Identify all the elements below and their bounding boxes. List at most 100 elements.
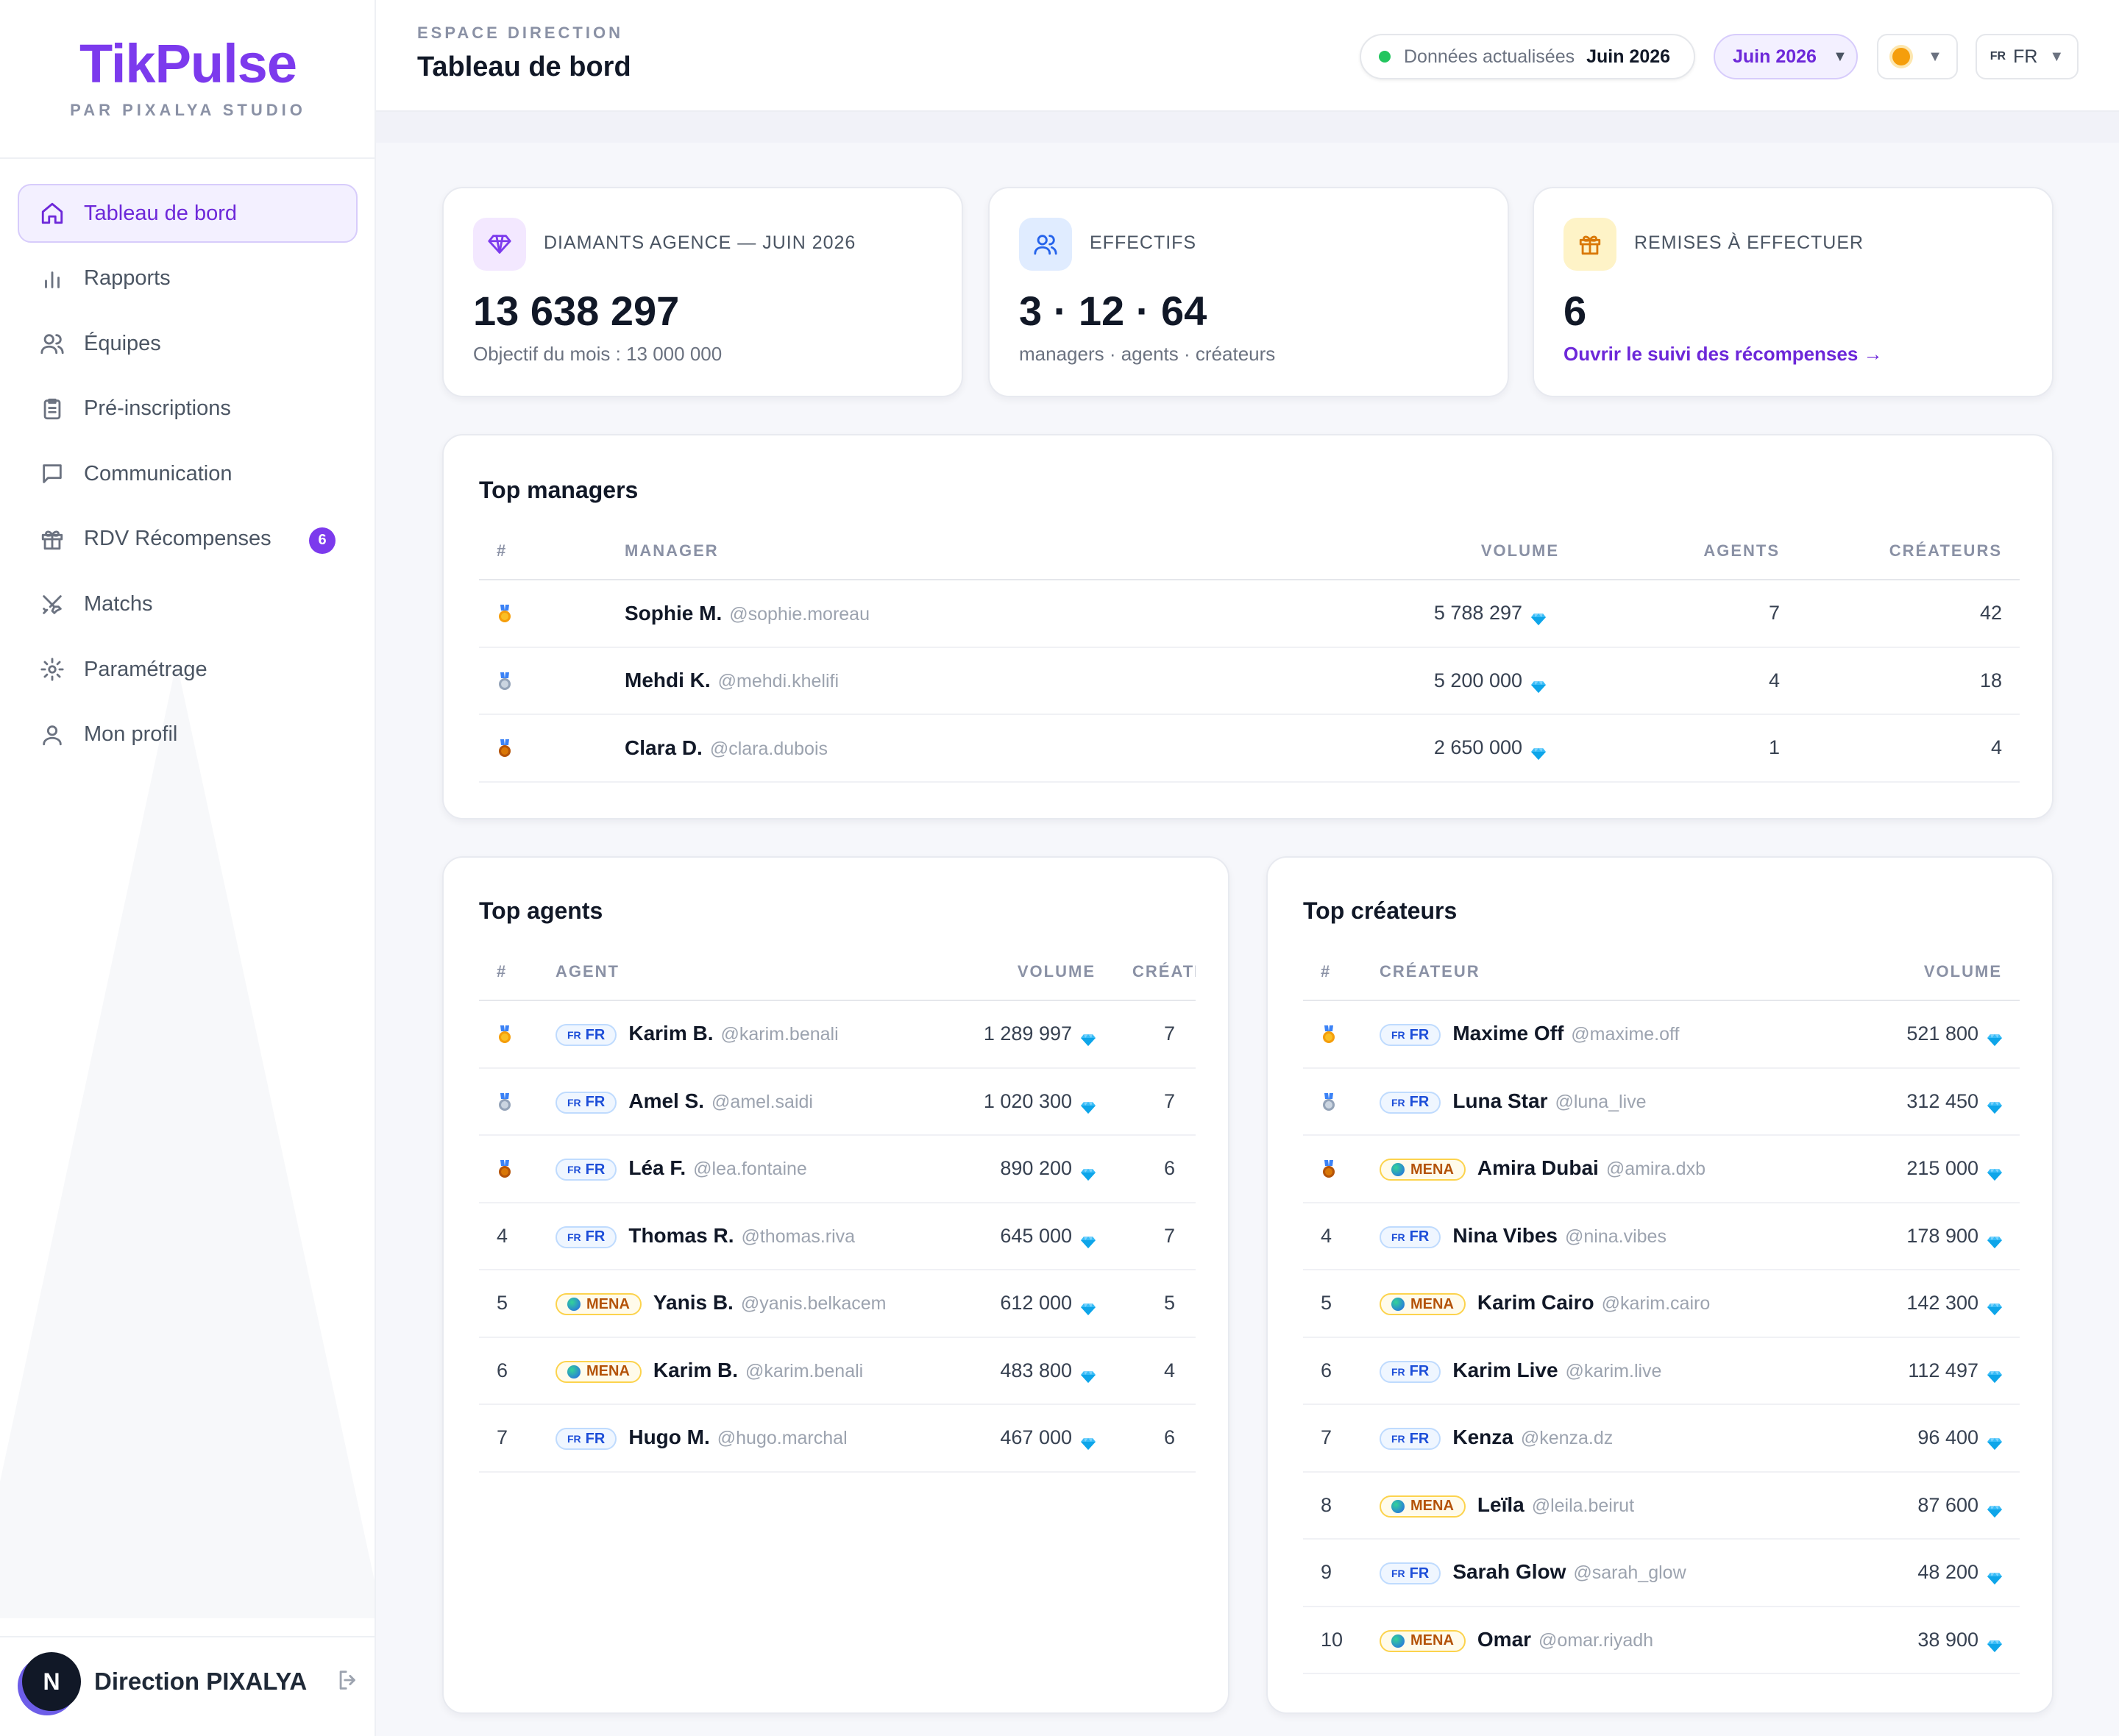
person-cell[interactable]: MENA Leïla @leila.beirut bbox=[1380, 1471, 1850, 1540]
person-cell[interactable]: Mehdi K. @mehdi.khelifi bbox=[625, 647, 1287, 715]
flag-fr-icon: FR bbox=[567, 1096, 581, 1109]
person-cell[interactable]: MENA Amira Dubai @amira.dxb bbox=[1380, 1135, 1850, 1203]
table-row[interactable]: 6 MENA Karim B. @karim.benali 483 800 4 bbox=[479, 1337, 1196, 1405]
top-managers-card: Top managers # MANAGER VOLUME AGENTS CRÉ… bbox=[442, 434, 2054, 819]
sidebar-item-reports[interactable]: Rapports bbox=[18, 249, 358, 308]
table-row[interactable]: 5 MENA Karim Cairo @karim.cairo 142 300 bbox=[1303, 1270, 2020, 1338]
table-row[interactable]: Mehdi K. @mehdi.khelifi 5 200 000 4 18 bbox=[479, 647, 2020, 715]
column-header[interactable]: CRÉATEURS bbox=[1103, 943, 1196, 1001]
flag-fr-icon: FR bbox=[1391, 1365, 1405, 1378]
column-header[interactable]: VOLUME bbox=[1850, 943, 2020, 1001]
table-row[interactable]: 7 FR FR Hugo M. @hugo.marchal 467 000 6 bbox=[479, 1404, 1196, 1473]
volume-cell: 483 800 bbox=[970, 1337, 1103, 1405]
user-divider bbox=[0, 1636, 375, 1637]
table-row[interactable]: 9 FR FR Sarah Glow @sarah_glow 48 200 bbox=[1303, 1539, 2020, 1607]
person-handle: @mehdi.khelifi bbox=[717, 671, 840, 692]
person-cell[interactable]: FR FR Karim B. @karim.benali bbox=[556, 1000, 970, 1069]
table-row[interactable]: FR FR Léa F. @lea.fontaine 890 200 6 bbox=[479, 1135, 1196, 1203]
person-cell[interactable]: MENA Yanis B. @yanis.belkacem bbox=[556, 1270, 970, 1338]
person-cell[interactable]: FR FR Hugo M. @hugo.marchal bbox=[556, 1404, 970, 1473]
sidebar-item-dashboard[interactable]: Tableau de bord bbox=[18, 184, 358, 243]
table-row[interactable]: FR FR Maxime Off @maxime.off 521 800 bbox=[1303, 1000, 2020, 1069]
sidebar-item-matches[interactable]: Matchs bbox=[18, 575, 358, 634]
sidebar-item-teams[interactable]: Équipes bbox=[18, 314, 358, 373]
region-tag-fr: FR FR bbox=[1380, 1360, 1441, 1383]
column-header[interactable]: AGENTS bbox=[1559, 522, 1780, 580]
table-row[interactable]: 5 MENA Yanis B. @yanis.belkacem 612 000 5 bbox=[479, 1270, 1196, 1338]
person-cell[interactable]: FR FR Maxime Off @maxime.off bbox=[1380, 1000, 1850, 1069]
avatar[interactable]: N bbox=[22, 1652, 81, 1711]
sidebar-item-communication[interactable]: Communication bbox=[18, 444, 358, 503]
person-handle: @leila.beirut bbox=[1531, 1495, 1635, 1516]
table-row[interactable]: FR FR Amel S. @amel.saidi 1 020 300 7 bbox=[479, 1067, 1196, 1136]
brand-logo[interactable]: TikPulse PAR PIXALYA STUDIO bbox=[0, 32, 375, 120]
sidebar-item-rewards[interactable]: RDV Récompenses 6 bbox=[18, 510, 358, 569]
person-cell[interactable]: MENA Omar @omar.riyadh bbox=[1380, 1606, 1850, 1674]
table-row[interactable]: 6 FR FR Karim Live @karim.live 112 497 bbox=[1303, 1337, 2020, 1405]
table-row[interactable]: 4 FR FR Nina Vibes @nina.vibes 178 900 bbox=[1303, 1202, 2020, 1270]
table-row[interactable]: 8 MENA Leïla @leila.beirut 87 600 bbox=[1303, 1471, 2020, 1540]
table-row[interactable]: FR FR Luna Star @luna_live 312 450 bbox=[1303, 1067, 2020, 1136]
person-cell[interactable]: MENA Karim B. @karim.benali bbox=[556, 1337, 970, 1405]
person-cell[interactable]: FR FR Thomas R. @thomas.riva bbox=[556, 1202, 970, 1270]
rank-cell bbox=[479, 1067, 556, 1136]
creators-cell: 5 bbox=[1103, 1270, 1196, 1338]
person-cell[interactable]: FR FR Amel S. @amel.saidi bbox=[556, 1067, 970, 1136]
gear-icon bbox=[40, 657, 65, 682]
diamond-icon bbox=[1987, 1568, 2002, 1585]
table-row[interactable]: MENA Amira Dubai @amira.dxb 215 000 bbox=[1303, 1135, 2020, 1203]
person-name: Thomas R. bbox=[628, 1223, 734, 1247]
person-handle: @amel.saidi bbox=[711, 1091, 813, 1112]
logout-icon[interactable] bbox=[336, 1668, 361, 1696]
column-header[interactable]: VOLUME bbox=[970, 943, 1103, 1001]
volume-cell: 96 400 bbox=[1850, 1404, 2020, 1473]
sidebar-item-label: Paramétrage bbox=[84, 657, 207, 681]
region-tag-mena: MENA bbox=[1380, 1629, 1466, 1652]
rank-cell: 8 bbox=[1303, 1471, 1380, 1540]
region-tag-fr: FR FR bbox=[556, 1428, 617, 1451]
table-row[interactable]: Sophie M. @sophie.moreau 5 788 297 7 42 bbox=[479, 580, 2020, 648]
sidebar-item-profile[interactable]: Mon profil bbox=[18, 705, 358, 764]
diamond-icon bbox=[1987, 1029, 2002, 1047]
volume-cell: 5 788 297 bbox=[1287, 580, 1559, 648]
person-cell[interactable]: FR FR Karim Live @karim.live bbox=[1380, 1337, 1850, 1405]
rewards-tracking-link[interactable]: Ouvrir le suivi des récompenses → bbox=[1563, 343, 1883, 365]
region-tag-fr: FR FR bbox=[556, 1091, 617, 1114]
table-row[interactable]: FR FR Karim B. @karim.benali 1 289 997 7 bbox=[479, 1000, 1196, 1069]
table-row[interactable]: Clara D. @clara.dubois 2 650 000 1 4 bbox=[479, 714, 2020, 783]
header-strip bbox=[376, 112, 2119, 143]
sidebar-item-label: Matchs bbox=[84, 592, 153, 616]
diamond-icon bbox=[1531, 676, 1546, 693]
column-header[interactable]: VOLUME bbox=[1287, 522, 1559, 580]
flag-fr-icon: FR bbox=[567, 1231, 581, 1243]
person-cell[interactable]: FR FR Nina Vibes @nina.vibes bbox=[1380, 1202, 1850, 1270]
users-icon bbox=[1019, 218, 1072, 271]
stat-card-staff: EFFECTIFS 3 · 12 · 64 managers · agents … bbox=[988, 187, 1509, 397]
stat-card-rewards: REMISES À EFFECTUER 6 Ouvrir le suivi de… bbox=[1533, 187, 2054, 397]
current-user: N Direction PIXALYA bbox=[22, 1651, 361, 1712]
person-cell[interactable]: Sophie M. @sophie.moreau bbox=[625, 580, 1287, 648]
bar-chart-icon bbox=[40, 266, 65, 291]
person-cell[interactable]: MENA Karim Cairo @karim.cairo bbox=[1380, 1270, 1850, 1338]
theme-selector[interactable]: ▼ bbox=[1877, 34, 1958, 79]
table-row[interactable]: 4 FR FR Thomas R. @thomas.riva 645 000 7 bbox=[479, 1202, 1196, 1270]
person-cell[interactable]: FR FR Sarah Glow @sarah_glow bbox=[1380, 1539, 1850, 1607]
flag-fr-icon: FR bbox=[567, 1164, 581, 1176]
column-header[interactable]: CRÉATEURS bbox=[1780, 522, 2020, 580]
sidebar-item-preregistrations[interactable]: Pré-inscriptions bbox=[18, 380, 358, 438]
diamond-icon bbox=[1081, 1097, 1096, 1114]
column-header: # bbox=[1303, 943, 1380, 1001]
person-cell[interactable]: FR FR Kenza @kenza.dz bbox=[1380, 1404, 1850, 1473]
person-cell[interactable]: FR FR Léa F. @lea.fontaine bbox=[556, 1135, 970, 1203]
data-status-pill: Données actualisées Juin 2026 bbox=[1360, 34, 1695, 79]
creators-cell: 18 bbox=[1780, 647, 2020, 715]
month-selector[interactable]: Juin 2026 ▼ bbox=[1714, 34, 1858, 79]
table-row[interactable]: 10 MENA Omar @omar.riyadh 38 900 bbox=[1303, 1606, 2020, 1674]
sidebar-item-settings[interactable]: Paramétrage bbox=[18, 640, 358, 699]
person-cell[interactable]: FR FR Luna Star @luna_live bbox=[1380, 1067, 1850, 1136]
table-row[interactable]: 7 FR FR Kenza @kenza.dz 96 400 bbox=[1303, 1404, 2020, 1473]
person-handle: @karim.benali bbox=[745, 1360, 864, 1381]
language-selector[interactable]: FR FR ▼ bbox=[1976, 34, 2079, 79]
person-cell[interactable]: Clara D. @clara.dubois bbox=[625, 714, 1287, 783]
person-name: Karim Cairo bbox=[1477, 1291, 1594, 1315]
